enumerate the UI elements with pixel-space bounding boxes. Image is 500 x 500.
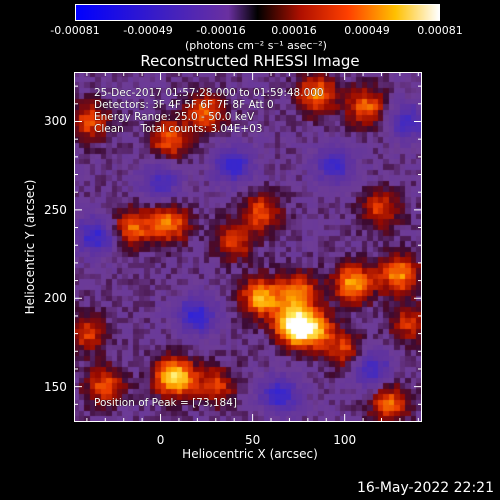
- colorbar-tick: -0.00081: [50, 24, 100, 37]
- timestamp: 16-May-2022 22:21: [356, 480, 494, 496]
- colorbar-tick: 0.00081: [417, 24, 463, 37]
- energy-range-label: Energy Range: 25.0 - 50.0 keV: [94, 111, 255, 123]
- colorbar: [75, 4, 440, 21]
- peak-position-label: Position of Peak = [73,184]: [94, 397, 238, 409]
- colorbar-unit: (photons cm⁻² s⁻¹ asec⁻²): [185, 39, 327, 52]
- y-tick-label: 200: [44, 291, 67, 306]
- x-tick-label: 0: [156, 433, 165, 447]
- detectors-label: Detectors: 3F 4F 5F 6F 7F 8F Att 0: [94, 99, 274, 111]
- colorbar-tick: 0.00049: [344, 24, 390, 37]
- colorbar-tick: -0.00016: [196, 24, 246, 37]
- heatmap-image: [74, 72, 422, 422]
- y-tick-label: 300: [44, 114, 67, 129]
- chart-title: Reconstructed RHESSI Image: [140, 52, 360, 70]
- x-tick-label: 100: [333, 433, 357, 447]
- clean-counts-label: Clean Total counts: 3.04E+03: [94, 123, 263, 135]
- time-range-label: 25-Dec-2017 01:57:28.000 to 01:59:48.000: [94, 87, 324, 99]
- plot-frame: [74, 72, 422, 422]
- x-axis-label: Heliocentric X (arcsec): [182, 447, 318, 461]
- y-tick-label: 250: [44, 202, 67, 217]
- colorbar-tick: -0.00049: [123, 24, 173, 37]
- colorbar-tick: 0.00016: [271, 24, 317, 37]
- x-tick-label: 50: [244, 433, 261, 447]
- y-tick-label: 150: [44, 379, 67, 394]
- y-axis-label: Heliocentric Y (arcsec): [23, 179, 37, 315]
